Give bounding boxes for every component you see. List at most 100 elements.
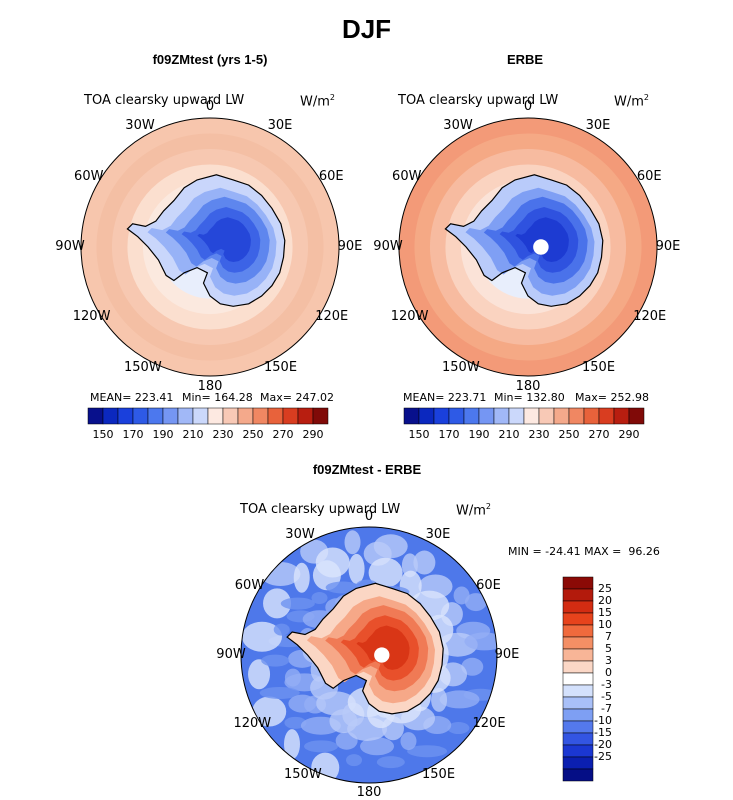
longitude-label: 30W xyxy=(125,117,155,133)
longitude-label: 150W xyxy=(442,360,480,376)
colorbar-tick-label: 270 xyxy=(588,428,610,441)
colorbar-swatch xyxy=(568,407,585,425)
panel-title-model: f09ZMtest (yrs 1-5) xyxy=(152,52,268,67)
colorbar-swatch xyxy=(102,407,119,425)
colorbar-swatch xyxy=(162,407,179,425)
colorbar-swatch xyxy=(252,407,269,425)
longitude-label: 120E xyxy=(472,716,506,731)
coastline xyxy=(286,582,444,715)
map-border xyxy=(80,117,340,377)
coastline xyxy=(444,174,604,307)
colorbar-swatch xyxy=(222,407,239,425)
ocean-patch xyxy=(413,550,436,575)
ocean-patch xyxy=(293,562,310,593)
ocean-patch xyxy=(439,690,480,709)
ocean-patch xyxy=(407,745,448,758)
polar-map-model xyxy=(80,117,340,377)
longitude-label: 60E xyxy=(476,578,501,593)
longitude-label: 60W xyxy=(234,578,265,593)
polar-map-difference xyxy=(240,526,498,784)
colorbar-tick-label: 190 xyxy=(152,428,174,441)
ocean-patch xyxy=(344,530,361,555)
colorbar-swatch xyxy=(463,407,480,425)
longitude-label: 150W xyxy=(124,360,162,376)
longitude-label: 90E xyxy=(494,647,520,662)
longitude-label: 30W xyxy=(443,117,473,133)
stat-max-obs: Max= 252.98 xyxy=(575,391,649,404)
longitude-label: 150W xyxy=(284,766,322,782)
ocean-patch xyxy=(348,553,365,584)
longitude-label: 30W xyxy=(285,527,315,543)
colorbar-tick-label: 290 xyxy=(302,428,324,441)
colorbar-tick-label: -10 xyxy=(594,714,612,727)
stat-max-model: Max= 247.02 xyxy=(260,391,334,404)
colorbar-swatch xyxy=(87,407,104,425)
colorbar-tick-label: -7 xyxy=(601,702,612,715)
colorbar-swatch xyxy=(267,407,284,425)
longitude-label: 0 xyxy=(523,99,533,114)
ocean-patch xyxy=(447,722,470,735)
longitude-label: 180 xyxy=(515,379,541,394)
variable-label-diff: TOA clearsky upward LW xyxy=(240,502,401,517)
longitude-label: 30E xyxy=(267,117,293,133)
ocean-patch xyxy=(283,729,300,760)
map-border xyxy=(398,117,658,377)
continent-contour xyxy=(197,217,251,262)
longitude-label: 90W xyxy=(216,647,246,662)
colorbar-tick-label: 210 xyxy=(498,428,520,441)
ocean-patch xyxy=(284,716,307,729)
longitude-label: 180 xyxy=(356,785,382,800)
coastline xyxy=(126,174,286,307)
longitude-label: 120W xyxy=(233,716,272,731)
colorbar-swatch xyxy=(177,407,194,425)
colorbar-swatch xyxy=(562,768,594,782)
longitude-label: 60W xyxy=(392,169,422,184)
longitude-label: 180 xyxy=(197,379,223,394)
colorbar-tick-label: 170 xyxy=(122,428,144,441)
colorbar-tick-label: 170 xyxy=(438,428,460,441)
ocean-patch xyxy=(464,593,487,612)
colorbar-tick-label: 15 xyxy=(598,606,612,619)
colorbar-difference xyxy=(562,576,594,782)
pole-hole xyxy=(374,647,390,663)
variable-label-model: TOA clearsky upward LW xyxy=(84,93,245,108)
colorbar-model xyxy=(87,407,329,425)
ocean-patch xyxy=(400,732,417,751)
stat-min-model: Min= 164.28 xyxy=(182,391,253,404)
stat-mean-obs: MEAN= 223.71 xyxy=(403,391,487,404)
ocean-patch xyxy=(315,547,350,578)
ocean-patch xyxy=(242,621,283,652)
ocean-patch xyxy=(373,534,408,559)
colorbar-tick-label: 20 xyxy=(598,594,612,607)
colorbar-swatch xyxy=(132,407,149,425)
colorbar-tick-label: 290 xyxy=(618,428,640,441)
longitude-label: 60W xyxy=(74,169,104,184)
colorbar-swatch xyxy=(538,407,555,425)
colorbar-swatch xyxy=(433,407,450,425)
ocean-patch xyxy=(431,687,448,712)
longitude-label: 60E xyxy=(318,169,344,184)
ocean-patch xyxy=(376,756,405,769)
stat-mean-model: MEAN= 223.41 xyxy=(90,391,174,404)
ocean-patch xyxy=(248,659,271,690)
ocean-patch xyxy=(280,597,315,610)
longitude-label: 90W xyxy=(373,239,403,254)
panel-title-obs: ERBE xyxy=(506,52,544,67)
colorbar-swatch xyxy=(448,407,465,425)
colorbar-swatch xyxy=(237,407,254,425)
colorbar-tick-label: 7 xyxy=(605,630,612,643)
colorbar-tick-label: 230 xyxy=(212,428,234,441)
colorbar-swatch xyxy=(312,407,329,425)
colorbar-tick-label: 270 xyxy=(272,428,294,441)
longitude-label: 120E xyxy=(315,309,349,324)
ocean-patch xyxy=(252,696,287,727)
colorbar-swatch xyxy=(192,407,209,425)
colorbar-tick-label: 250 xyxy=(558,428,580,441)
colorbar-tick-label: 230 xyxy=(528,428,550,441)
units-label-model: W/m2 xyxy=(300,93,335,110)
colorbar-tick-label: -5 xyxy=(601,690,612,703)
ocean-patch xyxy=(461,657,484,676)
longitude-label: 150E xyxy=(422,766,456,782)
colorbar-swatch xyxy=(418,407,435,425)
colorbar-tick-label: 150 xyxy=(92,428,114,441)
